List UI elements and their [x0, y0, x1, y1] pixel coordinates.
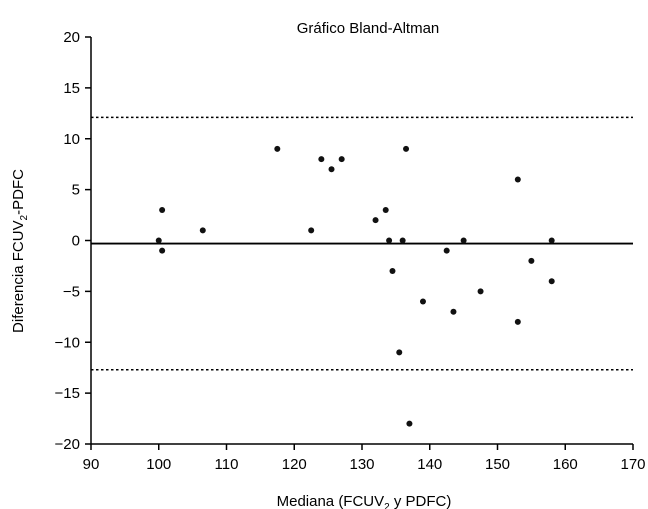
data-point — [406, 420, 413, 427]
y-axis-label: Diferencia FCUV2-PDFC — [10, 169, 30, 333]
y-tick-label: −15 — [55, 385, 80, 402]
x-tick-label: 120 — [282, 456, 307, 473]
x-axis-label-text-end: y PDFC) — [390, 493, 452, 509]
data-point — [477, 288, 484, 295]
data-point — [396, 349, 403, 356]
x-tick-label: 90 — [83, 456, 100, 473]
x-tick-label: 130 — [349, 456, 374, 473]
data-point — [528, 257, 535, 264]
y-tick-label: 0 — [72, 233, 80, 250]
x-tick-label: 160 — [553, 456, 578, 473]
data-point — [382, 206, 389, 213]
y-tick-label: −10 — [55, 334, 80, 351]
data-point — [159, 206, 166, 213]
data-point — [443, 247, 450, 254]
x-axis-label-text: Mediana (FCUV — [277, 493, 385, 509]
data-point — [155, 237, 162, 244]
data-point — [159, 247, 166, 254]
y-tick-label: 15 — [63, 80, 80, 97]
data-point — [450, 308, 457, 315]
data-point — [403, 145, 410, 152]
data-point — [328, 166, 335, 173]
x-tick-label: 100 — [146, 456, 171, 473]
x-axis-label: Mediana (FCUV2 y PDFC) — [277, 493, 452, 509]
x-axis-label-subscript: 2 — [384, 502, 390, 509]
x-tick-label: 110 — [215, 456, 239, 473]
y-axis-label-text-end: -PDFC — [10, 169, 27, 215]
data-point — [274, 145, 281, 152]
data-point — [514, 176, 521, 183]
data-point — [419, 298, 426, 305]
data-point — [338, 156, 345, 163]
x-tick-label: 150 — [485, 456, 510, 473]
data-point — [389, 268, 396, 275]
y-tick-label: 20 — [63, 29, 80, 46]
chart-title: Gráfico Bland-Altman — [297, 20, 440, 37]
svg-text:Diferencia FCUV2-PDFC: Diferencia FCUV2-PDFC — [10, 169, 30, 333]
data-point — [308, 227, 315, 234]
x-tick-label: 140 — [417, 456, 442, 473]
data-point — [372, 217, 379, 224]
data-point — [399, 237, 406, 244]
data-point — [548, 237, 555, 244]
data-point — [386, 237, 393, 244]
data-point — [460, 237, 467, 244]
y-tick-label: −5 — [63, 283, 80, 300]
data-point — [514, 318, 521, 325]
y-tick-label: 10 — [63, 131, 80, 148]
y-axis-label-subscript: 2 — [19, 214, 30, 220]
x-tick-label: 170 — [620, 456, 645, 473]
y-axis-label-text: Diferencia FCUV — [10, 220, 27, 333]
data-point — [548, 278, 555, 285]
data-point — [199, 227, 206, 234]
y-tick-label: 5 — [72, 182, 80, 199]
data-point — [318, 156, 325, 163]
y-tick-label: −20 — [55, 436, 80, 453]
